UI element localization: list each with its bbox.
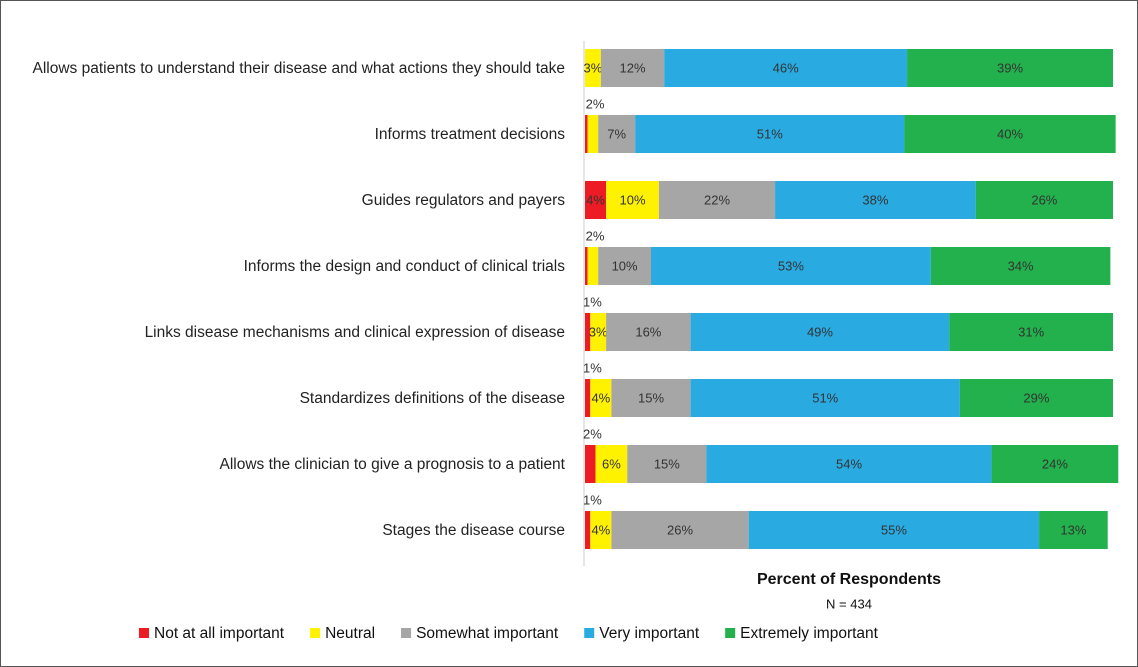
bar-segment bbox=[748, 511, 1040, 549]
category-label: Stages the disease course bbox=[382, 521, 565, 539]
bar-segment bbox=[907, 49, 1113, 87]
category-label: Informs treatment decisions bbox=[374, 125, 565, 143]
sample-size-note: N = 434 bbox=[826, 596, 872, 611]
segment-label: 51% bbox=[812, 390, 838, 405]
bar-segment bbox=[1039, 511, 1108, 549]
bar-segment bbox=[635, 115, 905, 153]
legend-label: Extremely important bbox=[740, 625, 879, 642]
bar-segment bbox=[664, 49, 908, 87]
x-axis-title: Percent of Respondents bbox=[757, 571, 941, 588]
bar-segment bbox=[959, 379, 1113, 417]
bar-segment bbox=[658, 181, 776, 219]
bar-segment bbox=[611, 511, 749, 549]
bar-segment bbox=[600, 49, 665, 87]
bar-segment bbox=[598, 247, 651, 285]
segment-label: 26% bbox=[667, 522, 693, 537]
segment-label: 46% bbox=[773, 60, 799, 75]
segment-label: 16% bbox=[635, 324, 661, 339]
segment-label: 4% bbox=[591, 390, 610, 405]
bar-segment bbox=[690, 313, 950, 351]
segment-label: 7% bbox=[607, 126, 626, 141]
bar-segment bbox=[611, 379, 691, 417]
category-label: Standardizes definitions of the disease bbox=[299, 389, 565, 407]
bar-segment bbox=[595, 445, 628, 483]
bar-segment bbox=[991, 445, 1119, 483]
bar-segment bbox=[606, 313, 691, 351]
segment-label: 6% bbox=[602, 456, 621, 471]
bar-segment bbox=[585, 445, 596, 483]
bar-segment bbox=[706, 445, 992, 483]
bar-segment bbox=[590, 379, 612, 417]
bar-segment bbox=[585, 247, 588, 285]
legend-label: Not at all important bbox=[154, 625, 285, 642]
bar-segment bbox=[585, 181, 607, 219]
bar-segment bbox=[587, 115, 599, 153]
legend-label: Somewhat important bbox=[416, 625, 559, 642]
category-label: Allows the clinician to give a prognosis… bbox=[219, 455, 565, 473]
bar-segment bbox=[585, 313, 591, 351]
segment-label: 10% bbox=[620, 192, 646, 207]
bar-segment bbox=[975, 181, 1113, 219]
category-label: Informs the design and conduct of clinic… bbox=[243, 257, 565, 275]
legend-label: Neutral bbox=[325, 625, 375, 642]
segment-label: 3% bbox=[589, 324, 608, 339]
segment-label: 53% bbox=[778, 258, 804, 273]
legend-swatch bbox=[584, 628, 595, 638]
bar-segment bbox=[651, 247, 931, 285]
bar-segment bbox=[585, 379, 591, 417]
segment-label: 40% bbox=[997, 126, 1023, 141]
segment-label: 22% bbox=[704, 192, 730, 207]
segment-label: 2% bbox=[586, 228, 605, 243]
segment-label: 4% bbox=[586, 192, 605, 207]
segment-label: 26% bbox=[1031, 192, 1057, 207]
segment-label: 1% bbox=[583, 492, 602, 507]
segment-label: 49% bbox=[807, 324, 833, 339]
segment-label: 15% bbox=[654, 456, 680, 471]
bar-segment bbox=[690, 379, 960, 417]
bar-segment bbox=[585, 511, 591, 549]
segment-label: 1% bbox=[583, 360, 602, 375]
bar-segment bbox=[904, 115, 1116, 153]
segment-label: 10% bbox=[612, 258, 638, 273]
segment-label: 24% bbox=[1042, 456, 1068, 471]
segment-label: 39% bbox=[997, 60, 1023, 75]
segment-label: 2% bbox=[583, 426, 602, 441]
segment-label: 13% bbox=[1060, 522, 1086, 537]
category-label: Links disease mechanisms and clinical ex… bbox=[144, 323, 565, 341]
segment-label: 12% bbox=[620, 60, 646, 75]
legend-label: Very important bbox=[599, 625, 700, 642]
segment-label: 4% bbox=[591, 522, 610, 537]
bar-segment bbox=[598, 115, 636, 153]
segment-label: 54% bbox=[836, 456, 862, 471]
segment-label: 29% bbox=[1023, 390, 1049, 405]
bar-segment bbox=[590, 511, 612, 549]
bar-segment bbox=[775, 181, 976, 219]
segment-label: 2% bbox=[586, 96, 605, 111]
bar-segment bbox=[606, 181, 659, 219]
bar-segment bbox=[585, 49, 601, 87]
segment-label: 51% bbox=[757, 126, 783, 141]
segment-label: 1% bbox=[583, 294, 602, 309]
bar-segment bbox=[949, 313, 1113, 351]
segment-label: 15% bbox=[638, 390, 664, 405]
bar-segment bbox=[587, 247, 599, 285]
legend-swatch bbox=[310, 628, 321, 638]
segment-label: 31% bbox=[1018, 324, 1044, 339]
category-label: Allows patients to understand their dise… bbox=[32, 59, 566, 77]
legend-swatch bbox=[401, 628, 412, 638]
category-label: Guides regulators and payers bbox=[361, 191, 565, 209]
bar-segment bbox=[585, 115, 588, 153]
segment-label: 3% bbox=[584, 60, 603, 75]
legend-swatch bbox=[139, 628, 149, 638]
bar-segment bbox=[930, 247, 1111, 285]
segment-label: 38% bbox=[862, 192, 888, 207]
segment-label: 55% bbox=[881, 522, 907, 537]
bar-segment bbox=[590, 313, 607, 351]
legend-swatch bbox=[725, 628, 736, 638]
bar-segment bbox=[627, 445, 707, 483]
segment-label: 34% bbox=[1008, 258, 1034, 273]
